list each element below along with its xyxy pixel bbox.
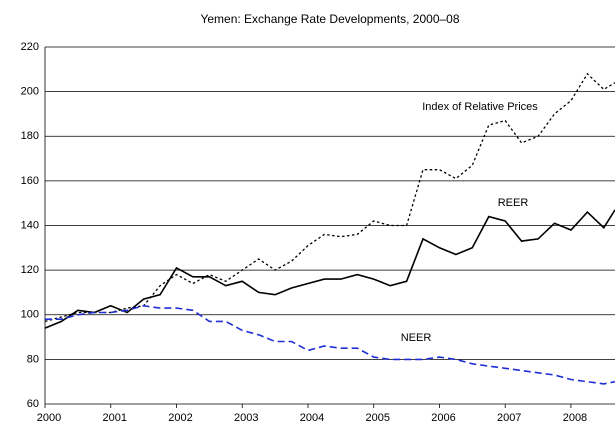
series-line [45, 304, 615, 385]
x-tick-label: 2003 [234, 412, 258, 424]
series-line [44, 209, 615, 329]
y-tick-label: 180 [21, 130, 39, 142]
x-tick-label: 2005 [365, 412, 389, 424]
x-tick-label: 2004 [300, 412, 324, 424]
series-line [44, 72, 615, 323]
chart-title: Yemen: Exchange Rate Developments, 2000–… [200, 12, 459, 26]
series-label: Index of Relative Prices [422, 101, 538, 113]
x-tick-label: 2006 [431, 412, 455, 424]
x-tick-label: 2008 [563, 412, 587, 424]
y-tick-label: 220 [21, 41, 39, 53]
y-tick-label: 60 [27, 398, 39, 410]
x-tick-label: 2007 [497, 412, 521, 424]
y-tick-label: 100 [21, 309, 39, 321]
y-tick-label: 140 [21, 219, 39, 231]
x-tick-label: 2000 [37, 412, 61, 424]
y-tick-label: 120 [21, 264, 39, 276]
y-tick-label: 160 [21, 175, 39, 187]
series-label: NEER [401, 332, 432, 344]
x-tick-label: 2001 [103, 412, 127, 424]
x-tick-label: 2002 [168, 412, 192, 424]
y-tick-label: 200 [21, 86, 39, 98]
y-tick-label: 80 [27, 353, 39, 365]
series-label: REER [498, 197, 529, 209]
